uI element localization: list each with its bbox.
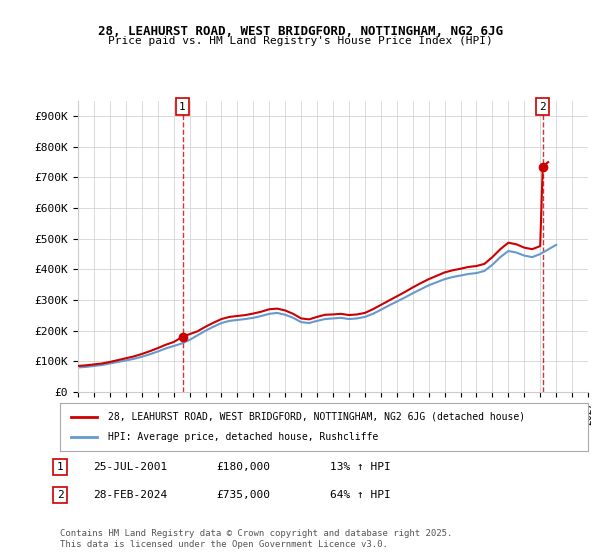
Text: 1: 1 xyxy=(56,462,64,472)
Text: £735,000: £735,000 xyxy=(216,490,270,500)
Text: 28-FEB-2024: 28-FEB-2024 xyxy=(93,490,167,500)
Text: HPI: Average price, detached house, Rushcliffe: HPI: Average price, detached house, Rush… xyxy=(107,432,378,442)
Text: Contains HM Land Registry data © Crown copyright and database right 2025.
This d: Contains HM Land Registry data © Crown c… xyxy=(60,529,452,549)
Text: 28, LEAHURST ROAD, WEST BRIDGFORD, NOTTINGHAM, NG2 6JG (detached house): 28, LEAHURST ROAD, WEST BRIDGFORD, NOTTI… xyxy=(107,412,524,422)
Text: 2: 2 xyxy=(56,490,64,500)
Text: 25-JUL-2001: 25-JUL-2001 xyxy=(93,462,167,472)
Text: 1: 1 xyxy=(179,101,186,111)
Text: 64% ↑ HPI: 64% ↑ HPI xyxy=(330,490,391,500)
Text: 13% ↑ HPI: 13% ↑ HPI xyxy=(330,462,391,472)
Text: £180,000: £180,000 xyxy=(216,462,270,472)
Text: 2: 2 xyxy=(539,101,546,111)
Text: Price paid vs. HM Land Registry's House Price Index (HPI): Price paid vs. HM Land Registry's House … xyxy=(107,36,493,46)
Text: 28, LEAHURST ROAD, WEST BRIDGFORD, NOTTINGHAM, NG2 6JG: 28, LEAHURST ROAD, WEST BRIDGFORD, NOTTI… xyxy=(97,25,503,38)
